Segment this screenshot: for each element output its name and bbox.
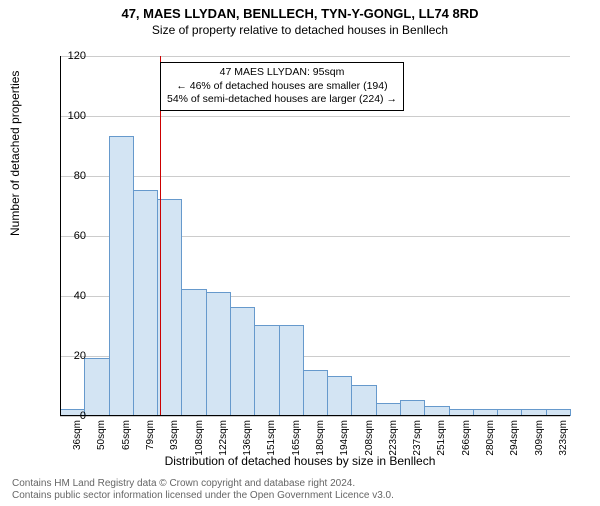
footer-attribution: Contains HM Land Registry data © Crown c…: [12, 478, 394, 502]
histogram-bar: [254, 325, 279, 416]
footer-line-1: Contains HM Land Registry data © Crown c…: [12, 478, 394, 490]
y-tick-label: 40: [56, 290, 86, 302]
histogram-bar: [230, 307, 255, 416]
histogram-bar: [181, 289, 206, 416]
histogram-bar: [109, 136, 134, 416]
y-tick-label: 20: [56, 350, 86, 362]
chart-title: 47, MAES LLYDAN, BENLLECH, TYN-Y-GONGL, …: [0, 6, 600, 21]
y-tick-label: 60: [56, 230, 86, 242]
info-line-3: 54% of semi-detached houses are larger (…: [167, 93, 397, 107]
gridline: [60, 416, 570, 417]
info-line-2: ← 46% of detached houses are smaller (19…: [167, 80, 397, 94]
histogram-bar: [327, 376, 352, 416]
gridline: [60, 176, 570, 177]
histogram-bar: [400, 400, 425, 416]
gridline: [60, 56, 570, 57]
histogram-bar: [351, 385, 376, 416]
x-axis-label: Distribution of detached houses by size …: [0, 454, 600, 468]
footer-line-2: Contains public sector information licen…: [12, 490, 394, 502]
gridline: [60, 116, 570, 117]
y-tick-label: 120: [56, 50, 86, 62]
x-axis-line: [60, 415, 570, 416]
y-axis-label: Number of detached properties: [8, 71, 22, 236]
histogram-bar: [133, 190, 158, 416]
histogram-bar: [279, 325, 304, 416]
y-tick-label: 80: [56, 170, 86, 182]
histogram-bar: [84, 358, 109, 416]
y-tick-label: 100: [56, 110, 86, 122]
info-line-1: 47 MAES LLYDAN: 95sqm: [167, 66, 397, 80]
histogram-bar: [303, 370, 328, 416]
chart-subtitle: Size of property relative to detached ho…: [0, 23, 600, 37]
plot-area: 47 MAES LLYDAN: 95sqm ← 46% of detached …: [60, 56, 570, 416]
chart-container: 47, MAES LLYDAN, BENLLECH, TYN-Y-GONGL, …: [0, 6, 600, 506]
histogram-bar: [206, 292, 231, 416]
marker-info-box: 47 MAES LLYDAN: 95sqm ← 46% of detached …: [160, 62, 404, 111]
